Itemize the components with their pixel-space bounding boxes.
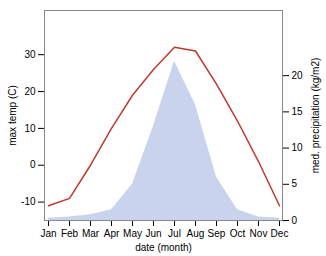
svg-text:20: 20 [24,86,36,97]
svg-text:-10: -10 [21,196,36,207]
svg-text:Nov: Nov [250,228,268,239]
svg-text:0: 0 [30,159,36,170]
svg-text:Aug: Aug [187,228,205,239]
svg-text:10: 10 [24,123,36,134]
svg-text:Apr: Apr [104,228,120,239]
svg-text:Feb: Feb [61,228,79,239]
svg-text:0: 0 [292,215,298,226]
svg-text:Sep: Sep [208,228,226,239]
svg-text:Mar: Mar [82,228,100,239]
svg-text:date (month): date (month) [135,242,192,253]
svg-text:med. precipitation (kg/m2): med. precipitation (kg/m2) [310,58,321,174]
svg-text:10: 10 [292,142,304,153]
svg-text:30: 30 [24,49,36,60]
svg-text:15: 15 [292,106,304,117]
svg-text:Dec: Dec [271,228,289,239]
svg-text:Jul: Jul [168,228,181,239]
svg-text:May: May [123,228,142,239]
svg-text:5: 5 [292,178,298,189]
svg-text:Jun: Jun [145,228,161,239]
svg-text:Oct: Oct [230,228,246,239]
svg-text:20: 20 [292,70,304,81]
svg-text:max temp (C): max temp (C) [7,85,18,146]
svg-text:Jan: Jan [40,228,56,239]
